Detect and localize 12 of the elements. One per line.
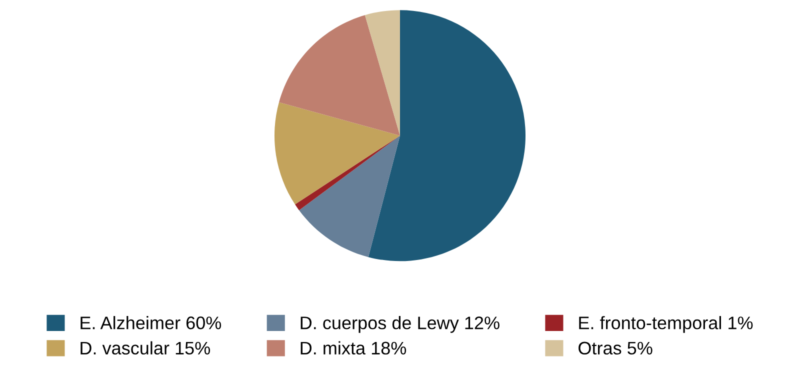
pie-slice [274, 102, 400, 204]
legend-label: D. mixta 18% [300, 341, 406, 355]
legend-label: Otras 5% [578, 342, 652, 355]
legend-label: E. fronto-temporal 1% [579, 316, 753, 333]
pie-slice [295, 136, 400, 210]
legend-label: D. vascular 15% [80, 341, 210, 355]
legend-label: D. cuerpos de Lewy 12% [300, 316, 500, 333]
pie-slice [364, 10, 400, 136]
pie-slice [368, 10, 526, 262]
pie-slice [278, 15, 400, 136]
pie-slice [299, 136, 400, 258]
legend-label: E. Alzheimer 60% [80, 316, 222, 330]
